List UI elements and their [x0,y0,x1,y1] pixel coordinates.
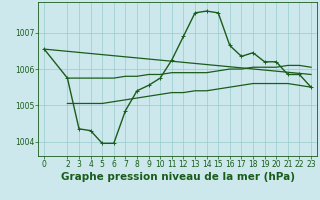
X-axis label: Graphe pression niveau de la mer (hPa): Graphe pression niveau de la mer (hPa) [60,172,295,182]
